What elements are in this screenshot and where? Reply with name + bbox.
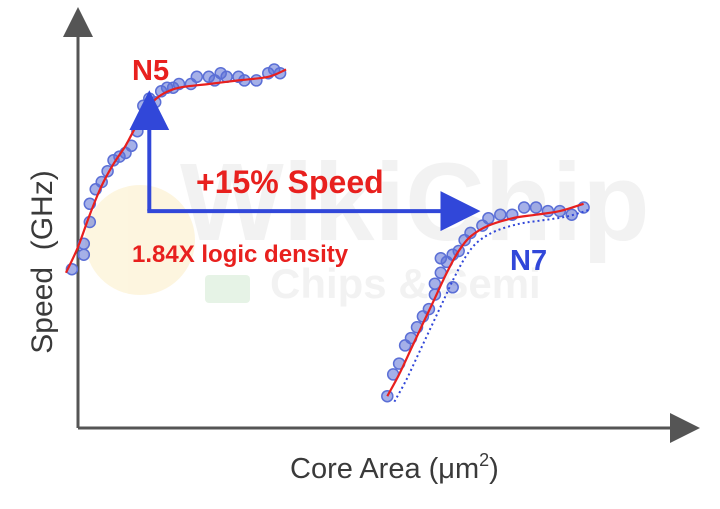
x-axis-label: Core Area (μm2): [290, 450, 499, 485]
watermark-text-main: WikiChip: [180, 141, 650, 264]
x-axis-label-close: ): [489, 453, 499, 485]
y-axis-label: Speed (GHz): [26, 170, 59, 353]
series-n7: [381, 201, 591, 403]
x-axis-label-main: Core Area (μm: [290, 453, 479, 485]
series-label-n5: N5: [132, 55, 169, 87]
data-point-n7-14: [446, 281, 459, 294]
data-point-n7-23: [529, 201, 543, 214]
data-point-n5-29: [250, 74, 263, 87]
fit-line-n7: [386, 202, 584, 397]
data-point-n7-19: [482, 212, 495, 225]
speed-density-arrow: [129, 90, 481, 232]
data-point-n5-1: [77, 248, 91, 261]
data-point-n7-24: [541, 204, 555, 218]
data-point-n5-22: [190, 70, 204, 84]
watermark-text-sub: Chips & Semi: [270, 260, 541, 307]
watermark-logo-icon: [85, 185, 195, 295]
data-point-n7-20: [494, 208, 507, 221]
annotation-speed: +15% Speed: [196, 164, 384, 200]
trend-dotted-n7: [393, 208, 591, 403]
data-point-n7-22: [517, 201, 531, 214]
watermark: WikiChip Chips & Semi: [85, 141, 650, 307]
x-axis-label-sup: 2: [479, 450, 489, 470]
annotation-density: 1.84X logic density: [132, 241, 349, 268]
series-label-n7: N7: [510, 245, 547, 277]
